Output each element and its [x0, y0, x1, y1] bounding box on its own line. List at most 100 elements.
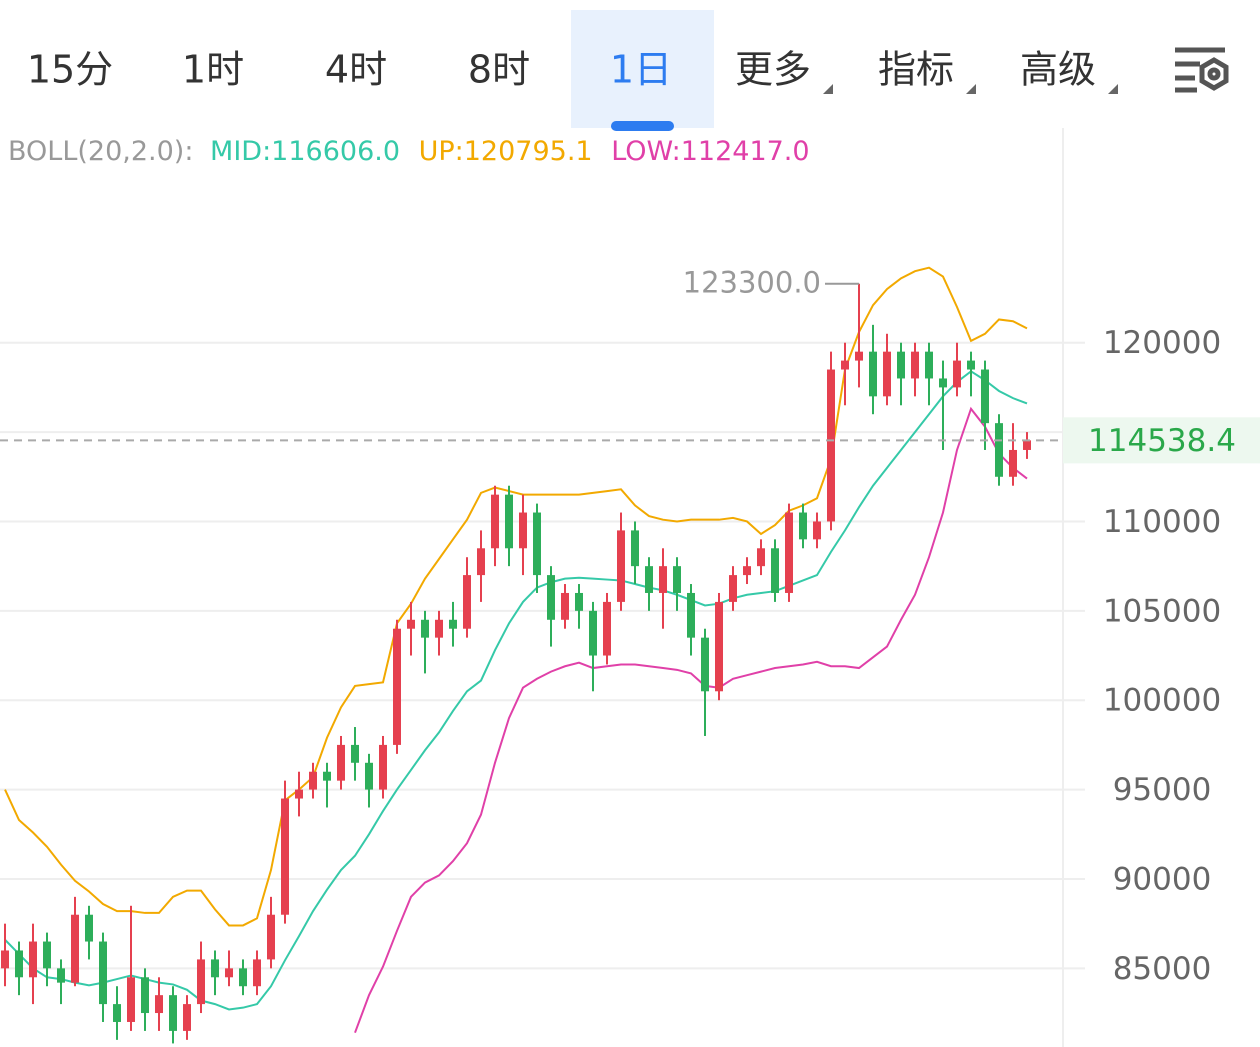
- candle-body: [379, 744, 387, 790]
- candle-body: [393, 628, 401, 745]
- active-tab-indicator: [611, 121, 674, 131]
- candle-body: [673, 566, 681, 593]
- candle-body: [435, 619, 443, 638]
- candle-body: [113, 1004, 121, 1022]
- tab[interactable]: 1日: [610, 48, 672, 92]
- candle-body: [155, 995, 163, 1014]
- candle-body: [323, 771, 331, 781]
- candle-body: [337, 744, 345, 781]
- tab-bar: 15分 1时 4时 8时 1日 更多 指标 高级: [27, 10, 1118, 131]
- y-tick-label: 120000: [1103, 325, 1221, 361]
- candle-body: [715, 601, 723, 692]
- band-line: [4, 370, 1028, 1011]
- candle-body: [785, 512, 793, 593]
- candle-body: [267, 914, 275, 960]
- candle-body: [561, 592, 569, 620]
- candle-body: [981, 369, 989, 424]
- candle-body: [253, 959, 261, 987]
- legend-low: LOW:112417.0: [611, 136, 809, 167]
- candle-body: [421, 619, 429, 638]
- candle-body: [687, 592, 695, 638]
- candle-body: [295, 789, 303, 799]
- last-price-label: 114538.4: [1088, 423, 1236, 459]
- candle-body: [57, 968, 65, 983]
- tab[interactable]: 1时: [182, 48, 244, 92]
- candle-body: [925, 351, 933, 379]
- candle-body: [407, 619, 415, 629]
- candle-body: [71, 914, 79, 983]
- dropdown-arrow: [966, 84, 976, 94]
- indicator-name: BOLL(20,2.0):: [8, 136, 193, 167]
- candle-body: [1023, 440, 1031, 450]
- candle-body: [239, 968, 247, 987]
- candle-body: [211, 959, 219, 978]
- y-tick-label: 95000: [1113, 772, 1212, 808]
- candle-body: [1, 950, 9, 969]
- candle-body: [995, 423, 1003, 477]
- y-tick-label: 90000: [1113, 861, 1212, 897]
- legend-up: UP:120795.1: [419, 136, 593, 167]
- candle-body: [127, 977, 135, 1022]
- candle-body: [589, 610, 597, 656]
- indicator-legend: BOLL(20,2.0): MID:116606.0 UP:120795.1 L…: [8, 136, 810, 167]
- candle-body: [575, 592, 583, 611]
- candle-body: [659, 566, 667, 593]
- candle-body: [855, 351, 863, 361]
- candle-body: [771, 548, 779, 593]
- settings-icon[interactable]: [1175, 47, 1229, 93]
- candle-body: [547, 575, 555, 620]
- candle-body: [169, 995, 177, 1031]
- candle-body: [645, 566, 653, 593]
- y-tick-label: 110000: [1103, 504, 1221, 540]
- y-tick-label: 100000: [1103, 683, 1221, 719]
- dropdown-arrow: [1108, 84, 1118, 94]
- dropdown-arrow: [823, 84, 833, 94]
- candle-body: [883, 351, 891, 397]
- legend-mid: MID:116606.0: [210, 136, 400, 167]
- candle-body: [281, 798, 289, 915]
- candle-body: [183, 1004, 191, 1031]
- candle-body: [491, 494, 499, 549]
- band-line: [4, 266, 1028, 927]
- y-tick-label: 105000: [1103, 593, 1221, 629]
- tab[interactable]: 指标: [878, 48, 954, 92]
- tab[interactable]: 更多: [735, 48, 811, 92]
- tab[interactable]: 高级: [1020, 48, 1096, 92]
- tab[interactable]: 15分: [27, 48, 113, 92]
- candle-body: [827, 369, 835, 522]
- candle-body: [617, 530, 625, 602]
- candle-body: [519, 512, 527, 549]
- candle-body: [43, 941, 51, 969]
- candle-body: [939, 378, 947, 388]
- candle-body: [477, 548, 485, 576]
- candle-body: [757, 548, 765, 567]
- candle-body: [505, 494, 513, 549]
- candle-body: [85, 914, 93, 942]
- candle-body: [365, 762, 373, 790]
- candle-body: [729, 575, 737, 602]
- candle-body: [701, 637, 709, 692]
- candle-body: [603, 601, 611, 656]
- candle-body: [225, 968, 233, 978]
- y-tick-label: 85000: [1113, 951, 1212, 987]
- candle-body: [911, 351, 919, 379]
- tab[interactable]: 4时: [325, 48, 387, 92]
- tab[interactable]: 8时: [468, 48, 530, 92]
- candle-body: [1009, 449, 1017, 477]
- candle-body: [15, 950, 23, 978]
- band-line: [354, 406, 1028, 1034]
- candle-body: [897, 351, 905, 379]
- candle-body: [309, 771, 317, 790]
- candle-body: [743, 566, 751, 576]
- candle-body: [99, 941, 107, 1005]
- candle-body: [533, 512, 541, 576]
- active-tab-bg: [571, 10, 714, 128]
- candle-body: [463, 575, 471, 629]
- candle-body: [141, 977, 149, 1014]
- last-price-box: [1063, 417, 1260, 464]
- candle-body: [799, 512, 807, 540]
- candle-body: [197, 959, 205, 1005]
- candle-body: [841, 360, 849, 370]
